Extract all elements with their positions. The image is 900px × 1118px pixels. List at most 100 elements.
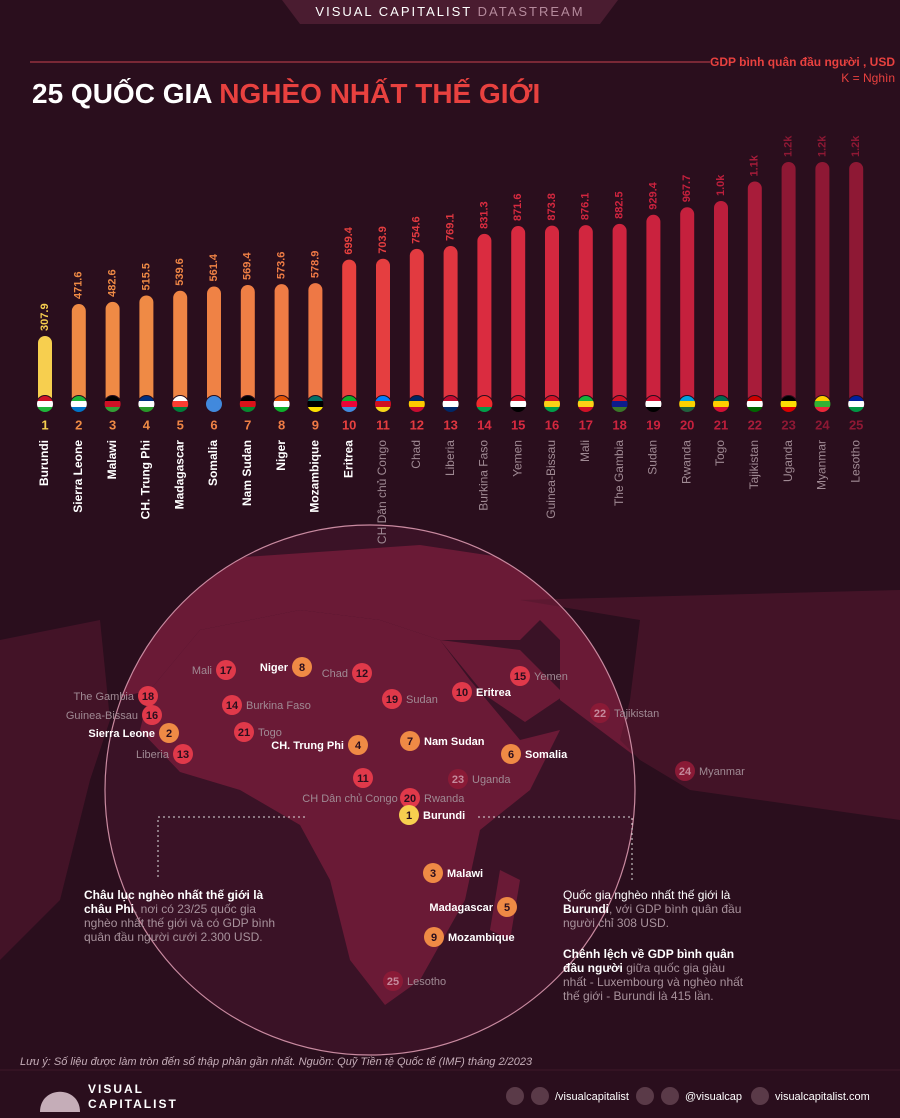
- map-marker-rank: 13: [177, 749, 189, 761]
- flag: [441, 395, 460, 413]
- bar: [207, 286, 221, 404]
- handle1: /visualcapitalist: [555, 1091, 629, 1103]
- flag: [475, 395, 494, 413]
- x-tick-label: Myanmar: [815, 440, 829, 490]
- flag: [847, 395, 866, 413]
- map-marker-rank: 21: [238, 727, 250, 739]
- annotation-bold: Châu lục nghèo nhất thế giới là châu Phi: [84, 888, 264, 916]
- value-label: 873.8: [546, 193, 558, 221]
- map-marker-rank: 24: [679, 766, 692, 778]
- flag: [205, 395, 223, 413]
- map-marker-label: Tajikistan: [614, 708, 659, 720]
- map-marker-label: CH. Trung Phi: [271, 740, 344, 752]
- rank-label: 16: [545, 417, 559, 432]
- bar: [646, 214, 661, 404]
- map-marker-label: Guinea-Bissau: [66, 710, 138, 722]
- bar: [680, 207, 695, 404]
- bar: [376, 258, 390, 404]
- value-label: 929.4: [647, 181, 659, 209]
- header-brand: VISUAL CAPITALIST DATASTREAM: [315, 4, 584, 19]
- x-tick-label: Madagascar: [172, 440, 186, 510]
- x-tick-label: Tajikistan: [747, 440, 761, 489]
- map-marker-rank: 11: [357, 773, 369, 785]
- bar: [545, 225, 559, 404]
- bar: [38, 335, 52, 404]
- rank-label: 8: [278, 417, 285, 432]
- rank-label: 18: [612, 417, 626, 432]
- x-tick-label: Mozambique: [308, 440, 322, 513]
- value-label: 703.9: [377, 226, 389, 254]
- leader-left: [157, 816, 305, 880]
- icon-twitter[interactable]: [636, 1087, 654, 1105]
- map-marker-label: Lesotho: [407, 976, 446, 988]
- map-marker-label: Rwanda: [424, 793, 465, 805]
- map-marker-rank: 6: [508, 749, 514, 761]
- icon-instagram[interactable]: [661, 1087, 679, 1105]
- logo-line1: VISUAL: [88, 1082, 144, 1096]
- flag: [644, 395, 663, 413]
- value-label: 754.6: [411, 216, 423, 244]
- x-tick-label: Eritrea: [341, 440, 355, 478]
- flag: [779, 395, 798, 413]
- rank-label: 5: [177, 417, 184, 432]
- map-marker-rank: 25: [387, 976, 399, 988]
- map-marker: [292, 657, 312, 677]
- bar: [105, 301, 120, 404]
- x-tick-label: Togo: [713, 440, 727, 466]
- map-marker-rank: 2: [166, 728, 172, 740]
- map-marker: [448, 769, 468, 789]
- icon-youtube[interactable]: [531, 1087, 549, 1105]
- annotation-bold: Chênh lệch về GDP bình quân đầu người: [563, 947, 735, 975]
- bar: [511, 226, 526, 404]
- bar: [71, 304, 86, 404]
- land-americas: [0, 620, 110, 960]
- map-marker: [497, 897, 517, 917]
- map-marker-label: Togo: [258, 727, 282, 739]
- x-tick-label: Yemen: [510, 440, 524, 477]
- value-label: 561.4: [208, 253, 220, 281]
- annotation-text: , nơi có 23/25 quốc gia nghèo nhất thế g…: [84, 902, 276, 944]
- bar: [747, 181, 762, 404]
- map-marker-rank: 12: [356, 668, 368, 680]
- map-marker-rank: 17: [220, 665, 232, 677]
- value-label: 699.4: [343, 226, 355, 254]
- brand: VISUAL CAPITALIST: [315, 4, 472, 19]
- land-arabia: [440, 640, 565, 722]
- bar: [714, 201, 728, 404]
- flag: [745, 395, 764, 413]
- value-label: 871.6: [512, 194, 524, 222]
- unit-note: K = Nghìn: [841, 71, 895, 85]
- map-marker: [382, 689, 402, 709]
- icon-web[interactable]: [751, 1087, 769, 1105]
- x-tick-label: Chad: [409, 440, 423, 469]
- bar: [274, 284, 289, 404]
- icon-facebook[interactable]: [506, 1087, 524, 1105]
- map-marker-label: Uganda: [472, 774, 511, 786]
- x-tick-label: Uganda: [781, 440, 795, 482]
- annotation-text: Quốc gia nghèo nhất thế giới là: [563, 888, 731, 902]
- map-marker: [590, 703, 610, 723]
- rank-label: 21: [714, 417, 728, 432]
- flag: [36, 395, 54, 413]
- map-marker-rank: 23: [452, 774, 464, 786]
- flag: [306, 395, 325, 413]
- map-marker-rank: 19: [386, 694, 398, 706]
- flag: [509, 395, 528, 413]
- value-label: 876.1: [580, 193, 592, 221]
- flag: [576, 395, 595, 413]
- rank-label: 10: [342, 417, 356, 432]
- bar: [342, 259, 357, 404]
- map-marker-label: Somalia: [525, 749, 568, 761]
- map-frame: [104, 524, 636, 1056]
- map-marker: [675, 761, 695, 781]
- bar: [409, 248, 424, 404]
- map-marker-label: Mali: [192, 665, 212, 677]
- value-label: 831.3: [478, 201, 490, 229]
- annotation-text: giữa quốc gia giàu nhất - Luxembourg và …: [563, 961, 744, 1003]
- map-marker: [452, 682, 472, 702]
- rank-label: 23: [781, 417, 795, 432]
- value-label: 769.1: [445, 213, 457, 241]
- bar: [443, 246, 458, 404]
- map-marker: [424, 927, 444, 947]
- value-label: 307.9: [39, 303, 51, 331]
